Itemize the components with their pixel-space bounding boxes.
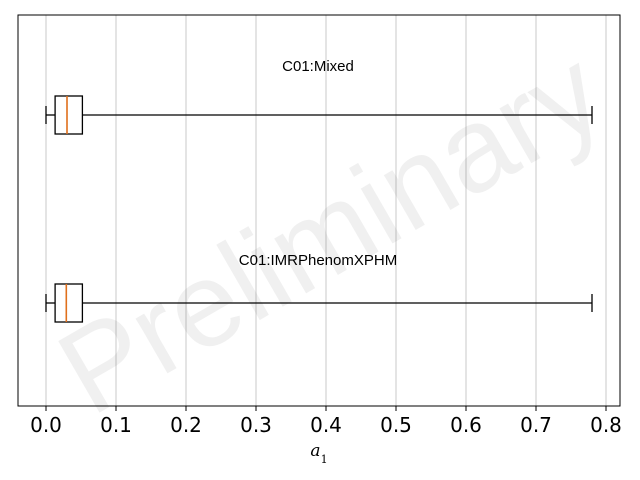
grid-lines bbox=[45, 15, 607, 406]
x-tick-label: 0.2 bbox=[170, 413, 202, 437]
plot-frame bbox=[17, 14, 621, 407]
x-tick-label: 0.4 bbox=[310, 413, 342, 437]
box-iqr bbox=[54, 95, 84, 135]
boxes: C01:Mixed C01:IMRPhenomXPHM bbox=[45, 58, 593, 323]
x-axis-ticks: 0.0 0.1 0.2 0.3 0.4 0.5 0.6 0.7 0.8 bbox=[30, 406, 622, 437]
x-axis-label-main: a bbox=[310, 441, 320, 461]
x-tick-label: 0.5 bbox=[380, 413, 412, 437]
x-tick-label: 0.3 bbox=[240, 413, 272, 437]
x-axis-label: a1 bbox=[310, 441, 327, 466]
series-label: C01:Mixed bbox=[282, 58, 354, 75]
box-group: C01:IMRPhenomXPHM bbox=[45, 252, 593, 323]
x-tick-label: 0.7 bbox=[520, 413, 552, 437]
x-tick-label: 0.1 bbox=[100, 413, 132, 437]
x-axis-label-subscript: 1 bbox=[321, 453, 328, 466]
box-group: C01:Mixed bbox=[45, 58, 593, 135]
x-tick-label: 0.6 bbox=[450, 413, 482, 437]
x-tick-label: 0.0 bbox=[30, 413, 62, 437]
series-label: C01:IMRPhenomXPHM bbox=[239, 252, 397, 269]
x-tick-label: 0.8 bbox=[590, 413, 622, 437]
box-iqr bbox=[54, 283, 84, 323]
